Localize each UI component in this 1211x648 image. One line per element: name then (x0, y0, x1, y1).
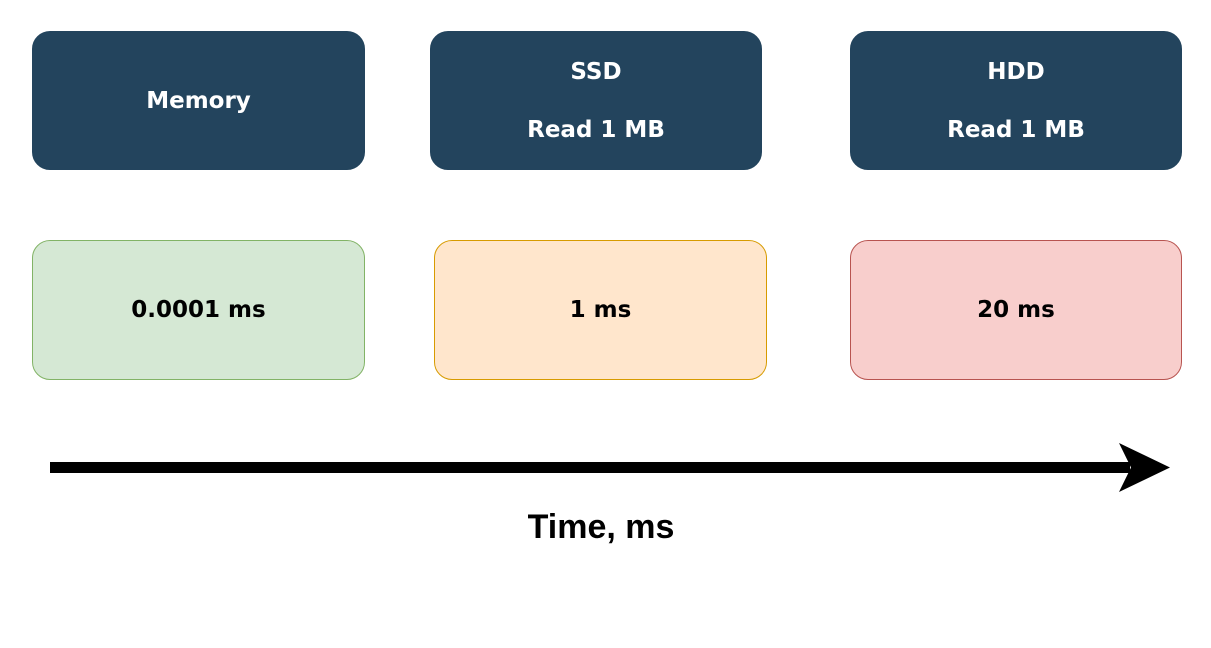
time-axis-label: Time, ms (527, 508, 675, 546)
memory-latency-box: 0.0001 ms (32, 240, 365, 380)
hdd-operation: Read 1 MB (947, 116, 1085, 143)
hdd-latency-box: 20 ms (850, 240, 1182, 380)
ssd-operation: Read 1 MB (527, 116, 665, 143)
memory-box: Memory (32, 31, 365, 170)
hdd-latency-value: 20 ms (977, 297, 1055, 323)
ssd-title: SSD (570, 58, 622, 85)
memory-latency-value: 0.0001 ms (131, 297, 266, 323)
ssd-latency-box: 1 ms (434, 240, 767, 380)
hdd-box: HDD Read 1 MB (850, 31, 1182, 170)
memory-title: Memory (146, 87, 251, 114)
hdd-title: HDD (987, 58, 1045, 85)
ssd-latency-value: 1 ms (569, 297, 632, 323)
ssd-box: SSD Read 1 MB (430, 31, 762, 170)
arrow-head-icon (1119, 443, 1170, 492)
